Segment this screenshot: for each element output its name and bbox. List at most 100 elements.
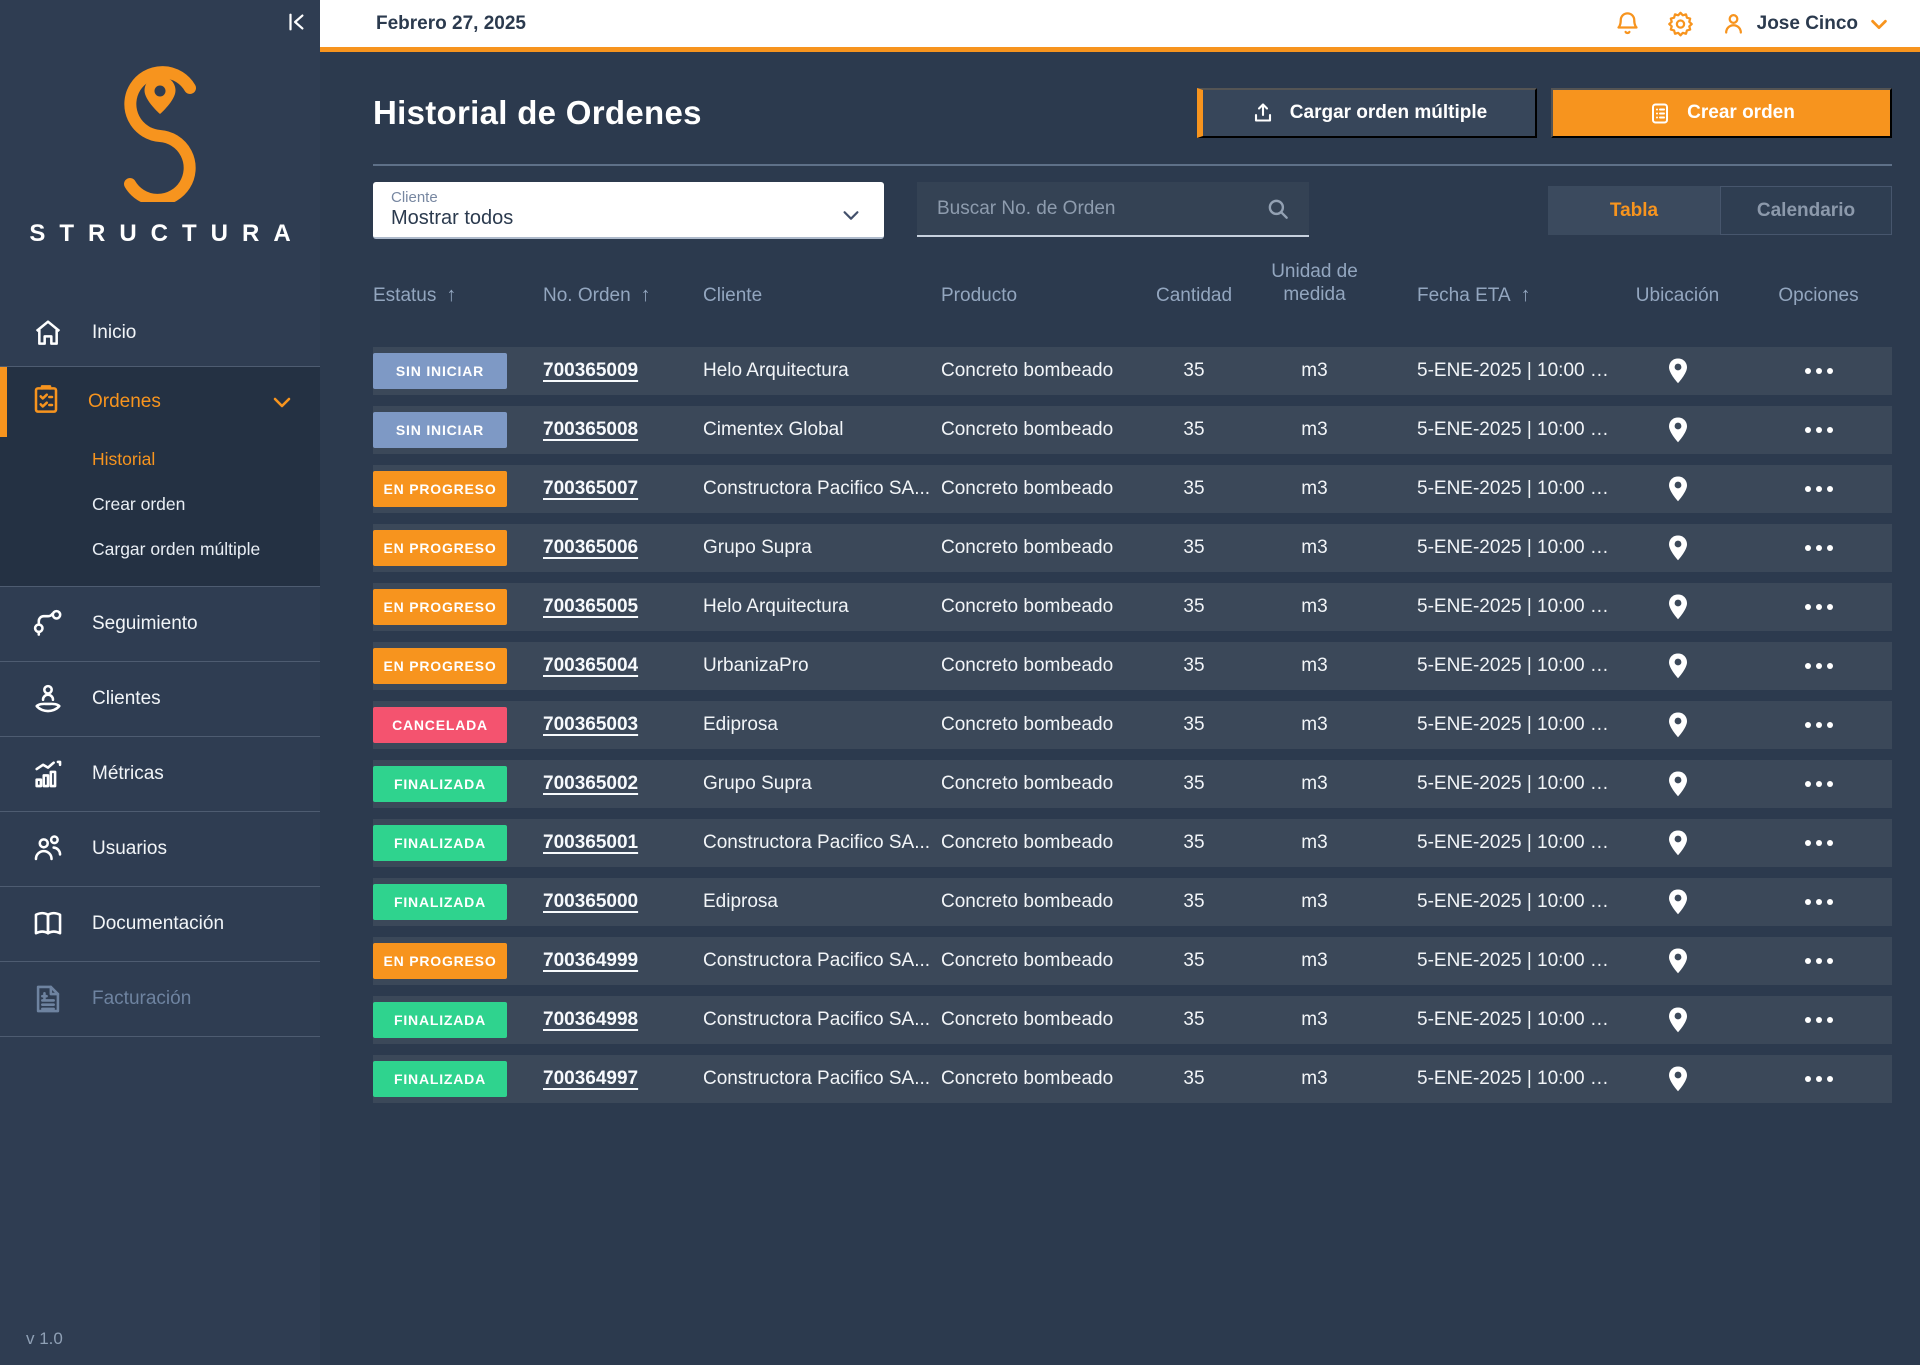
column-header-estatus[interactable]: Estatus ↑	[373, 284, 457, 306]
column-header-producto[interactable]: Producto	[941, 285, 1018, 306]
column-header-ubicacion[interactable]: Ubicación	[1635, 285, 1720, 306]
order-search-input[interactable]	[937, 197, 1265, 220]
location-pin-icon[interactable]	[1610, 594, 1745, 620]
view-toggle-calendario[interactable]: Calendario	[1720, 186, 1892, 235]
row-options-button[interactable]	[1745, 899, 1892, 905]
order-number-link[interactable]: 700365005	[543, 596, 639, 617]
eta-cell: 5-ENE-2025 | 10:00 am	[1417, 478, 1610, 499]
location-pin-icon[interactable]	[1610, 653, 1745, 679]
sidebar-item-clientes[interactable]: Clientes	[0, 662, 320, 736]
table-row: FINALIZADA 700365000 Ediprosa Concreto b…	[373, 878, 1892, 926]
page-content: Historial de Ordenes Cargar orden múltip…	[320, 52, 1920, 1114]
status-badge: SIN INICIAR	[373, 353, 507, 389]
location-pin-icon[interactable]	[1610, 712, 1745, 738]
sidebar-item-label: Facturación	[92, 988, 192, 1009]
order-number-link[interactable]: 700364998	[543, 1009, 639, 1030]
row-options-button[interactable]	[1745, 722, 1892, 728]
order-number-link[interactable]: 700365009	[543, 360, 639, 381]
notifications-bell-icon[interactable]	[1614, 10, 1641, 37]
location-pin-icon[interactable]	[1610, 358, 1745, 384]
row-options-button[interactable]	[1745, 1017, 1892, 1023]
sidebar-item-ordenes[interactable]: Ordenes	[0, 367, 320, 437]
sidebar-subitem-historial[interactable]: Historial	[92, 449, 156, 469]
sidebar-item-documentacion[interactable]: Documentación	[0, 887, 320, 961]
brand-logo: STRUCTURA	[0, 0, 320, 248]
search-icon[interactable]	[1265, 196, 1291, 222]
sidebar-item-inicio[interactable]: Inicio	[0, 300, 320, 366]
user-menu[interactable]: Jose Cinco	[1720, 10, 1890, 37]
sidebar-collapse-icon[interactable]	[282, 8, 310, 36]
main-area: Febrero 27, 2025	[320, 0, 1920, 1365]
sort-asc-icon[interactable]: ↑	[446, 284, 457, 306]
order-number-link[interactable]: 700365001	[543, 832, 639, 853]
sidebar-subitem-cargar-orden-multiple[interactable]: Cargar orden múltiple	[92, 539, 261, 559]
row-options-button[interactable]	[1745, 545, 1892, 551]
view-toggle-tabla[interactable]: Tabla	[1548, 186, 1720, 235]
sidebar-item-metricas[interactable]: Métricas	[0, 737, 320, 811]
row-options-button[interactable]	[1745, 781, 1892, 787]
location-pin-icon[interactable]	[1610, 535, 1745, 561]
sort-asc-icon[interactable]: ↑	[1520, 284, 1531, 306]
column-header-cliente[interactable]: Cliente	[703, 285, 763, 306]
order-number-link[interactable]: 700365004	[543, 655, 639, 676]
client-care-icon	[30, 682, 66, 716]
order-number-link[interactable]: 700365008	[543, 419, 639, 440]
eta-cell: 5-ENE-2025 | 10:00 am	[1417, 596, 1610, 617]
row-options-button[interactable]	[1745, 427, 1892, 433]
status-badge: EN PROGRESO	[373, 648, 507, 684]
status-badge: EN PROGRESO	[373, 471, 507, 507]
create-order-button[interactable]: Crear orden	[1551, 88, 1892, 138]
location-pin-icon[interactable]	[1610, 830, 1745, 856]
location-pin-icon[interactable]	[1610, 417, 1745, 443]
quantity-cell: 35	[1183, 950, 1205, 971]
status-badge: FINALIZADA	[373, 825, 507, 861]
row-options-button[interactable]	[1745, 840, 1892, 846]
bar-chart-icon	[30, 757, 66, 791]
order-number-link[interactable]: 700365006	[543, 537, 639, 558]
sidebar-subitem-crear-orden[interactable]: Crear orden	[92, 494, 186, 514]
column-header-cantidad[interactable]: Cantidad	[1155, 285, 1233, 306]
order-number-link[interactable]: 700364999	[543, 950, 639, 971]
client-cell: UrbanizaPro	[703, 655, 809, 676]
product-cell: Concreto bombeado	[941, 537, 1114, 558]
column-header-no-orden[interactable]: No. Orden ↑	[543, 284, 651, 306]
order-number-link[interactable]: 700365003	[543, 714, 639, 735]
order-number-link[interactable]: 700365007	[543, 478, 639, 499]
column-header-opciones[interactable]: Opciones	[1778, 285, 1859, 306]
settings-gear-icon[interactable]	[1667, 10, 1694, 37]
client-filter-select[interactable]: Cliente Mostrar todos	[373, 182, 884, 239]
location-pin-icon[interactable]	[1610, 476, 1745, 502]
row-options-button[interactable]	[1745, 663, 1892, 669]
unit-cell: m3	[1301, 655, 1328, 676]
location-pin-icon[interactable]	[1610, 889, 1745, 915]
location-pin-icon[interactable]	[1610, 948, 1745, 974]
row-options-button[interactable]	[1745, 486, 1892, 492]
row-options-button[interactable]	[1745, 958, 1892, 964]
quantity-cell: 35	[1183, 537, 1205, 558]
order-number-link[interactable]: 700364997	[543, 1068, 639, 1089]
location-pin-icon[interactable]	[1610, 1066, 1745, 1092]
row-options-button[interactable]	[1745, 1076, 1892, 1082]
product-cell: Concreto bombeado	[941, 773, 1114, 794]
sidebar-item-facturacion[interactable]: Facturación	[0, 962, 320, 1036]
sidebar-item-seguimiento[interactable]: Seguimiento	[0, 587, 320, 661]
location-pin-icon[interactable]	[1610, 771, 1745, 797]
upload-icon	[1254, 103, 1271, 122]
topbar: Febrero 27, 2025	[320, 0, 1920, 52]
row-options-button[interactable]	[1745, 368, 1892, 374]
table-row: FINALIZADA 700365002 Grupo Supra Concret…	[373, 760, 1892, 808]
row-options-button[interactable]	[1745, 604, 1892, 610]
column-header-unidad[interactable]: Unidad de medida	[1271, 261, 1358, 306]
product-cell: Concreto bombeado	[941, 1009, 1114, 1030]
order-number-link[interactable]: 700365002	[543, 773, 639, 794]
upload-multiple-orders-button[interactable]: Cargar orden múltiple	[1197, 88, 1537, 138]
table-row: EN PROGRESO 700365005 Helo Arquitectura …	[373, 583, 1892, 631]
eta-cell: 5-ENE-2025 | 10:00 am	[1417, 714, 1610, 735]
open-book-icon	[30, 907, 66, 941]
order-number-link[interactable]: 700365000	[543, 891, 639, 912]
location-pin-icon[interactable]	[1610, 1007, 1745, 1033]
sidebar-item-usuarios[interactable]: Usuarios	[0, 812, 320, 886]
unit-cell: m3	[1301, 1068, 1328, 1089]
sort-asc-icon[interactable]: ↑	[640, 284, 651, 306]
column-header-fecha-eta[interactable]: Fecha ETA ↑	[1417, 284, 1531, 306]
